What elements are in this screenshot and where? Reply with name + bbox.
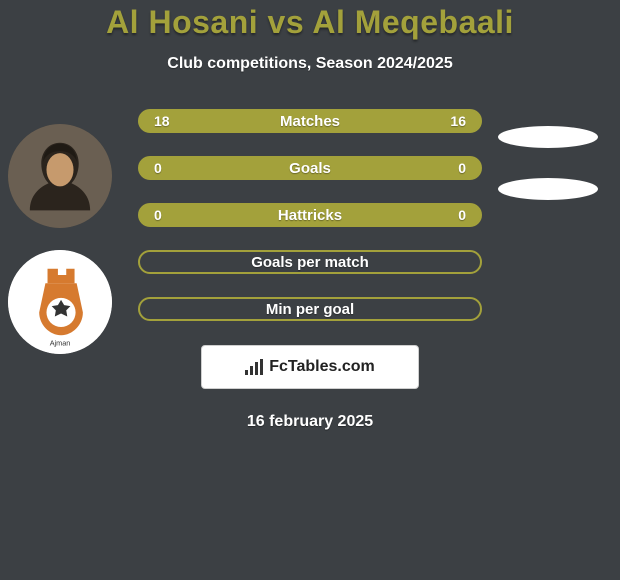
stat-row: 0Goals0: [138, 156, 482, 180]
stat-right-value: 0: [458, 160, 466, 176]
right-oval-column: [498, 126, 598, 200]
stat-left-value: 18: [154, 113, 170, 129]
club-logo: Ajman: [8, 250, 112, 354]
stat-left-value: 0: [154, 160, 162, 176]
stat-row: Min per goal: [138, 297, 482, 321]
club-icon: Ajman: [8, 250, 112, 354]
stat-row: 18Matches16: [138, 109, 482, 133]
page-title: Al Hosani vs Al Meqebaali: [0, 4, 620, 41]
stat-label: Goals per match: [140, 254, 480, 271]
subtitle: Club competitions, Season 2024/2025: [0, 55, 620, 73]
stat-right-value: 16: [450, 113, 466, 129]
stat-label: Goals: [140, 160, 480, 177]
comparison-date: 16 february 2025: [0, 413, 620, 431]
brand-pre: Fc: [269, 358, 288, 375]
placeholder-oval: [498, 178, 598, 200]
brand-text: FcTables.com: [269, 358, 375, 376]
stat-right-value: 0: [458, 207, 466, 223]
avatar-column: Ajman: [8, 124, 112, 354]
player-avatar: [8, 124, 112, 228]
comparison-card: Al Hosani vs Al Meqebaali Club competiti…: [0, 0, 620, 580]
bars-icon: [245, 359, 263, 375]
svg-text:Ajman: Ajman: [50, 339, 71, 348]
placeholder-oval: [498, 126, 598, 148]
stat-row: 0Hattricks0: [138, 203, 482, 227]
footer-brand: FcTables.com: [201, 345, 419, 389]
stat-label: Hattricks: [140, 207, 480, 224]
person-icon: [8, 124, 112, 228]
stat-label: Min per goal: [140, 301, 480, 318]
stat-left-value: 0: [154, 207, 162, 223]
stat-label: Matches: [140, 113, 480, 130]
brand-post: Tables.com: [288, 358, 375, 375]
stat-row: Goals per match: [138, 250, 482, 274]
